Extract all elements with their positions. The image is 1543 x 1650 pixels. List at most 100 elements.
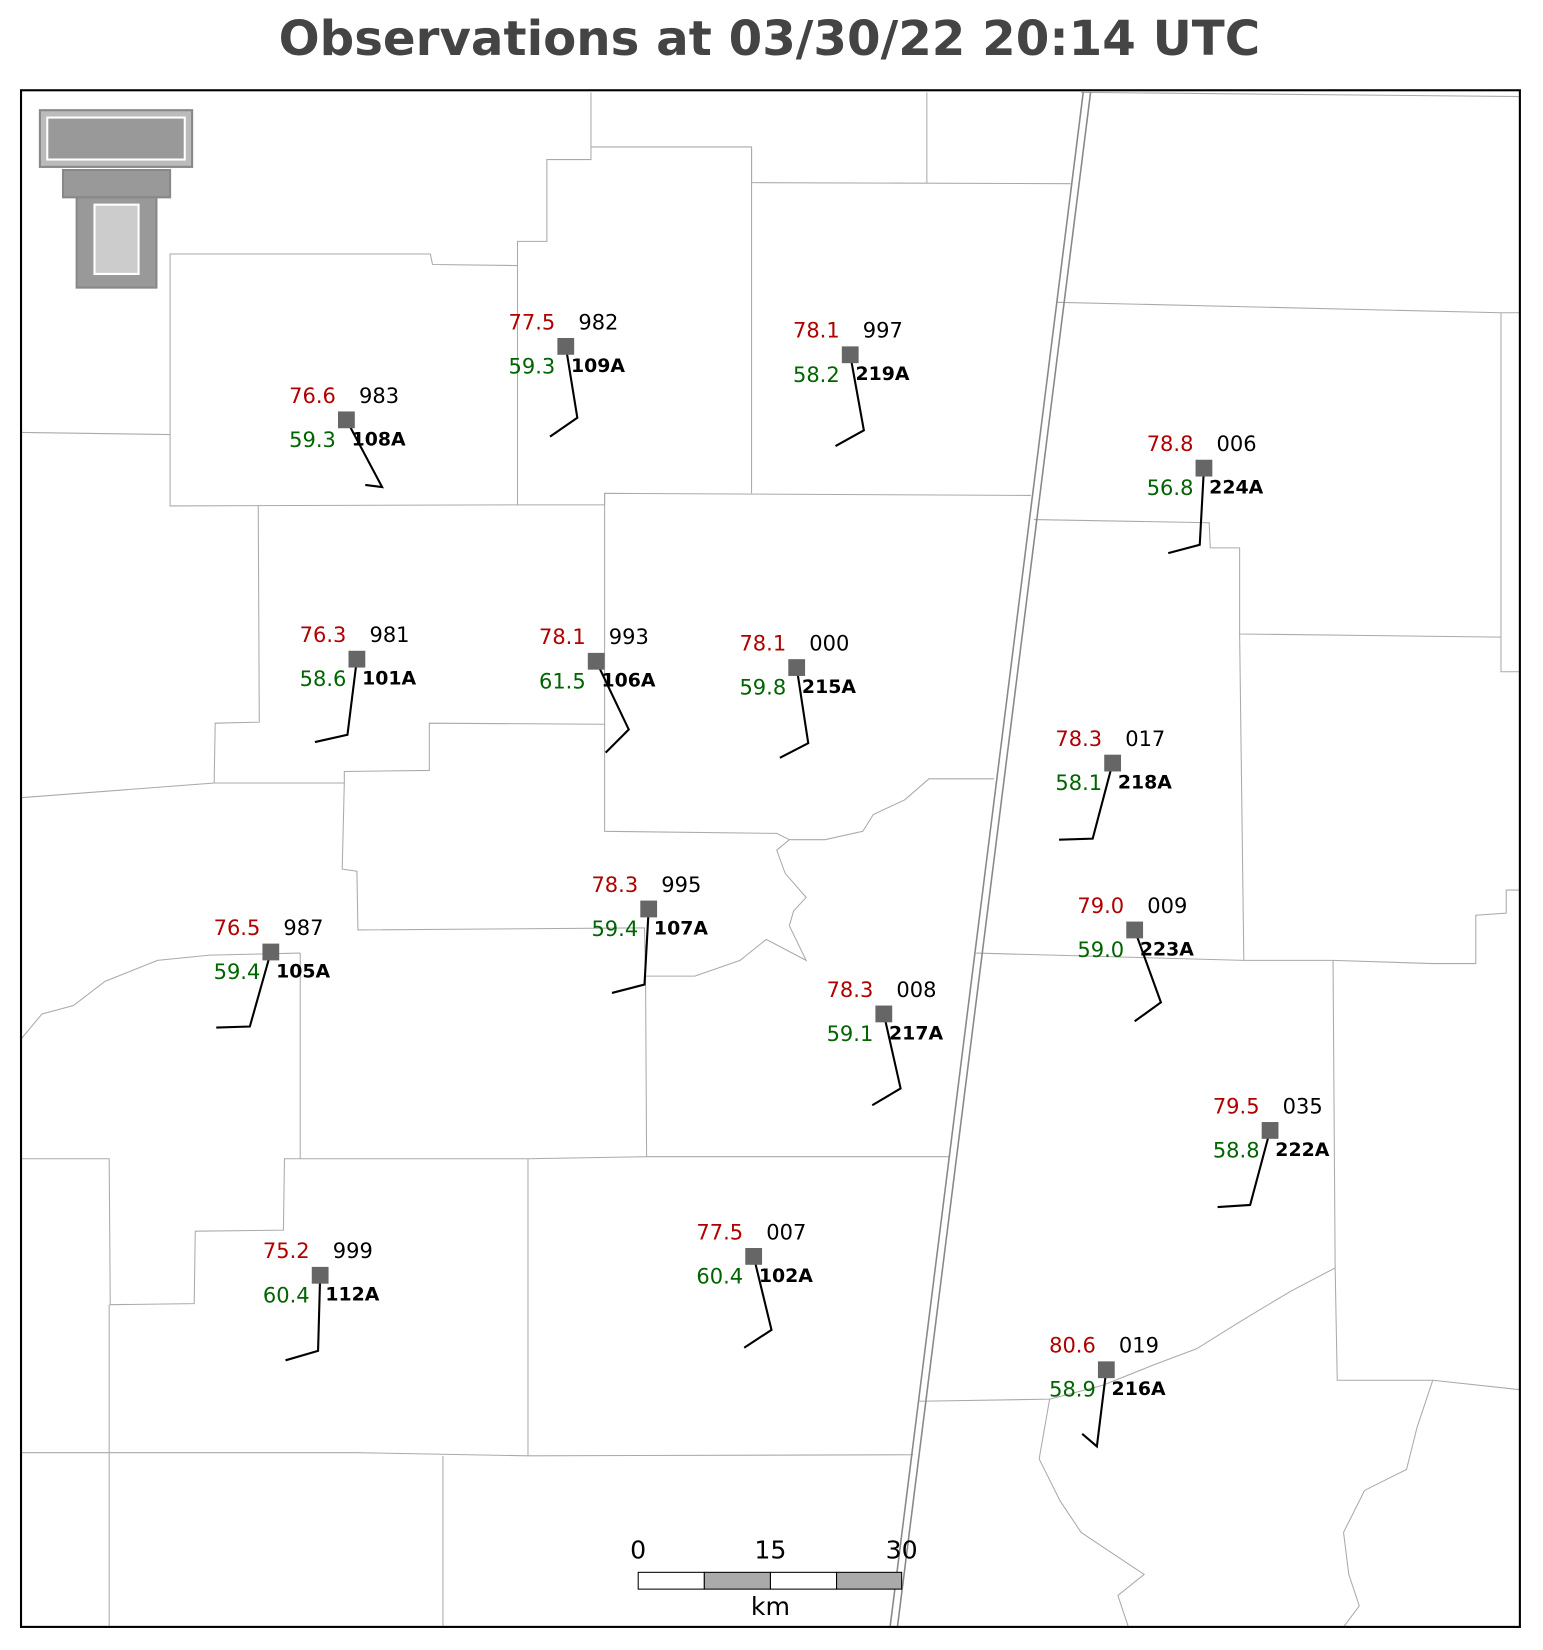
map-frame [19, 89, 1521, 1628]
pressure: 997 [863, 319, 903, 343]
station-plot: 78.1 61.5 993 106A [539, 625, 656, 754]
pressure: 993 [609, 625, 649, 649]
station-marker [745, 1247, 763, 1265]
station-id: 216A [1112, 1378, 1166, 1400]
station-plot: 78.1 58.2 997 219A [793, 319, 910, 448]
temperature: 78.3 [1055, 727, 1102, 751]
station-id: 105A [276, 960, 330, 982]
dewpoint: 59.3 [289, 428, 336, 452]
station-plot: 76.6 59.3 983 108A [289, 384, 406, 489]
station-id: 218A [1118, 772, 1172, 794]
station-marker [587, 652, 605, 670]
station-marker [788, 659, 806, 676]
dewpoint: 58.2 [793, 363, 840, 387]
dewpoint: 59.0 [1077, 938, 1124, 962]
station-marker [1097, 1361, 1115, 1379]
wind-barb [549, 346, 579, 438]
pressure: 982 [578, 310, 618, 334]
station-marker [262, 943, 280, 961]
dewpoint: 59.8 [739, 676, 786, 700]
stations: 76.6 59.3 983 108A 77.5 59.3 982 109A 78.1 58.2 99… [214, 310, 1330, 1449]
pressure: 008 [896, 978, 936, 1002]
temperature: 76.3 [300, 623, 347, 647]
station-id: 106A [601, 670, 655, 692]
temperature: 78.1 [739, 631, 786, 655]
station-plot: 80.6 58.9 019 216A [1049, 1334, 1166, 1449]
temperature: 79.5 [1213, 1094, 1260, 1118]
temperature: 80.6 [1049, 1334, 1096, 1358]
scale-label: 15 [754, 1535, 786, 1564]
pressure: 006 [1217, 432, 1257, 456]
dewpoint: 59.1 [827, 1022, 874, 1046]
station-id: 222A [1275, 1139, 1329, 1161]
wind-barb [1059, 762, 1114, 841]
station-id: 108A [352, 428, 406, 450]
pressure: 007 [766, 1220, 806, 1244]
temperature: 78.8 [1147, 432, 1194, 456]
station-id: 107A [654, 917, 708, 939]
wind-barb [835, 354, 866, 448]
temperature: 77.5 [509, 310, 556, 334]
state-line [889, 92, 1092, 1628]
pressure: 987 [283, 916, 323, 940]
station-plot: 79.5 58.8 035 222A [1213, 1094, 1330, 1209]
wind-barb [779, 667, 810, 759]
temperature: 78.1 [539, 625, 586, 649]
scale-label: 0 [630, 1535, 646, 1564]
county-lines [20, 91, 1520, 1628]
station-marker [338, 411, 355, 429]
wind-barb [595, 660, 631, 754]
station-plot: 75.2 60.4 999 112A [263, 1239, 380, 1362]
pressure: 009 [1147, 894, 1187, 918]
wind-barb [314, 659, 358, 744]
dewpoint: 56.8 [1147, 476, 1194, 500]
wind-barb [611, 908, 650, 994]
station-id: 223A [1140, 938, 1194, 960]
station-plot: 76.5 59.4 987 105A [214, 916, 330, 1029]
dewpoint: 58.9 [1049, 1378, 1096, 1402]
temperature: 77.5 [696, 1220, 743, 1244]
dewpoint: 59.4 [214, 960, 261, 984]
station-plot: 77.5 59.3 982 109A [509, 310, 625, 438]
wind-barb [871, 1013, 902, 1107]
pressure: 999 [333, 1239, 373, 1263]
station-id: 215A [802, 676, 856, 698]
station-marker [1261, 1122, 1279, 1139]
scale-unit: km [751, 1592, 790, 1621]
station-id: 101A [362, 668, 416, 690]
temperature: 75.2 [263, 1239, 310, 1263]
dewpoint: 59.4 [591, 917, 638, 941]
station-plot: 76.3 58.6 981 101A [300, 623, 417, 744]
wind-barb [1167, 468, 1205, 555]
temperature: 78.1 [793, 319, 840, 343]
station-plot: 78.3 59.1 008 217A [827, 978, 943, 1107]
wind-barb [1217, 1130, 1272, 1209]
wind-barb [1081, 1369, 1108, 1449]
station-id: 109A [571, 355, 625, 377]
station-plot: 78.3 58.1 017 218A [1055, 727, 1172, 841]
station-plot: 79.0 59.0 009 223A [1077, 894, 1194, 1023]
pressure: 000 [809, 631, 849, 655]
temperature: 79.0 [1077, 894, 1124, 918]
logo [38, 109, 194, 289]
wind-barb [345, 419, 384, 489]
station-marker [1126, 921, 1144, 939]
pressure: 019 [1119, 1334, 1159, 1358]
station-plot: 78.3 59.4 995 107A [591, 873, 708, 994]
station-marker [841, 346, 859, 364]
wind-barb [743, 1256, 773, 1349]
station-id: 224A [1209, 477, 1263, 499]
wind-barb [216, 951, 272, 1029]
pressure: 995 [661, 873, 701, 897]
pressure: 035 [1283, 1094, 1323, 1118]
wind-barb [285, 1275, 322, 1362]
station-marker [1195, 459, 1213, 477]
temperature: 78.3 [591, 873, 638, 897]
temperature: 78.3 [827, 978, 874, 1002]
station-marker [348, 650, 366, 668]
temperature: 76.6 [289, 384, 336, 408]
pressure: 983 [359, 384, 399, 408]
station-marker [1104, 754, 1122, 772]
